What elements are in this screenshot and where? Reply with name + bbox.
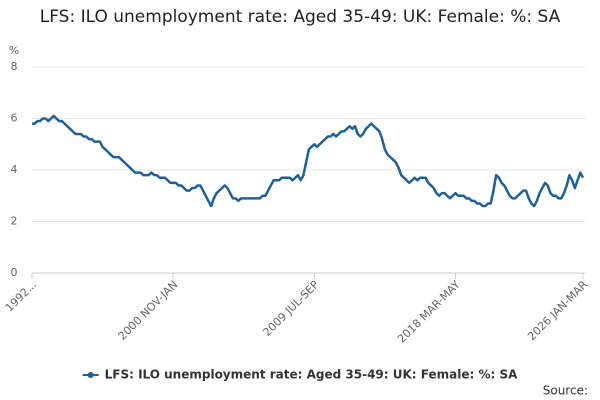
x-tick-label: 2018 MAR-MAY <box>395 278 463 346</box>
x-tick-label: 1992... <box>3 278 39 314</box>
legend-symbol-dot <box>87 372 94 378</box>
y-tick-label: 0 <box>11 266 18 279</box>
chart-title: LFS: ILO unemployment rate: Aged 35-49: … <box>39 7 561 27</box>
y-axis-label: % <box>9 44 19 57</box>
y-tick-label: 8 <box>11 60 18 73</box>
y-tick-label: 6 <box>11 112 18 125</box>
y-tick-label: 2 <box>11 215 18 228</box>
source-label: Source: <box>543 384 588 398</box>
legend-label: LFS: ILO unemployment rate: Aged 35-49: … <box>105 368 518 382</box>
series-line <box>32 114 585 208</box>
y-tick-label: 4 <box>11 163 18 176</box>
x-tick-label: 2000 NOV-JAN <box>116 278 181 343</box>
x-tick-label: 2009 JUL-SEP <box>261 278 322 339</box>
x-tick-label: 2026 JAN-MAR <box>525 278 590 343</box>
